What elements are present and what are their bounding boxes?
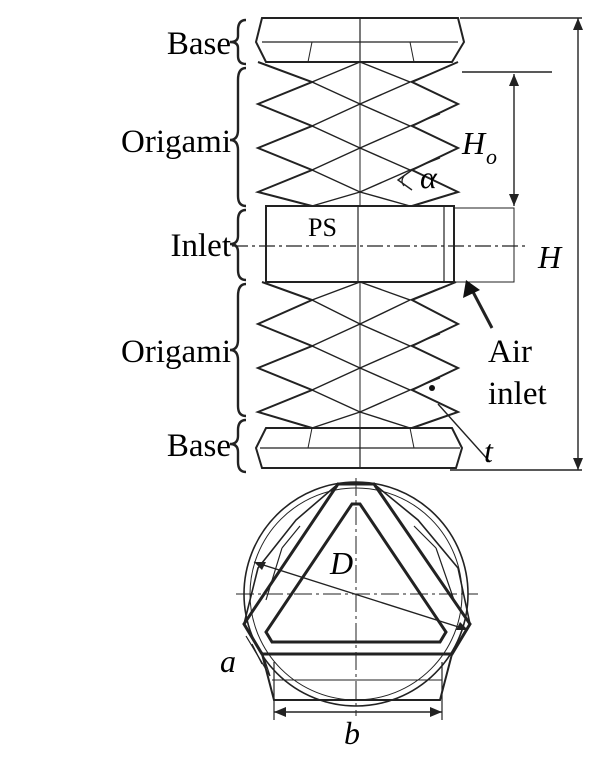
b-label: b — [344, 715, 360, 751]
upper-origami — [254, 61, 461, 207]
lower-origami — [254, 281, 461, 429]
ps-label: PS — [308, 213, 337, 242]
a-label: a — [220, 643, 236, 679]
air-inlet-label-2: inlet — [488, 376, 547, 412]
d-label: D — [329, 545, 353, 581]
inlet-label: Inlet — [171, 228, 231, 264]
alpha-label: α — [420, 159, 438, 195]
side-view — [232, 17, 528, 469]
top-base — [254, 17, 466, 63]
ho-label-main: H — [461, 125, 487, 161]
left-braces — [229, 18, 247, 474]
origami-top-label: Origami — [121, 124, 231, 160]
alpha-marker — [396, 169, 413, 191]
h-label: H — [537, 239, 563, 275]
bottom-base — [254, 427, 464, 469]
dimension-lines — [429, 17, 583, 471]
base-bottom-label: Base — [167, 428, 231, 464]
t-label: t — [484, 433, 494, 469]
inlet-section — [232, 205, 528, 283]
ho-label-sub: o — [486, 144, 497, 169]
base-top-label: Base — [167, 26, 231, 62]
air-inlet-label-1: Air — [488, 334, 532, 370]
top-view — [236, 478, 478, 720]
origami-bottom-label: Origami — [121, 334, 231, 370]
